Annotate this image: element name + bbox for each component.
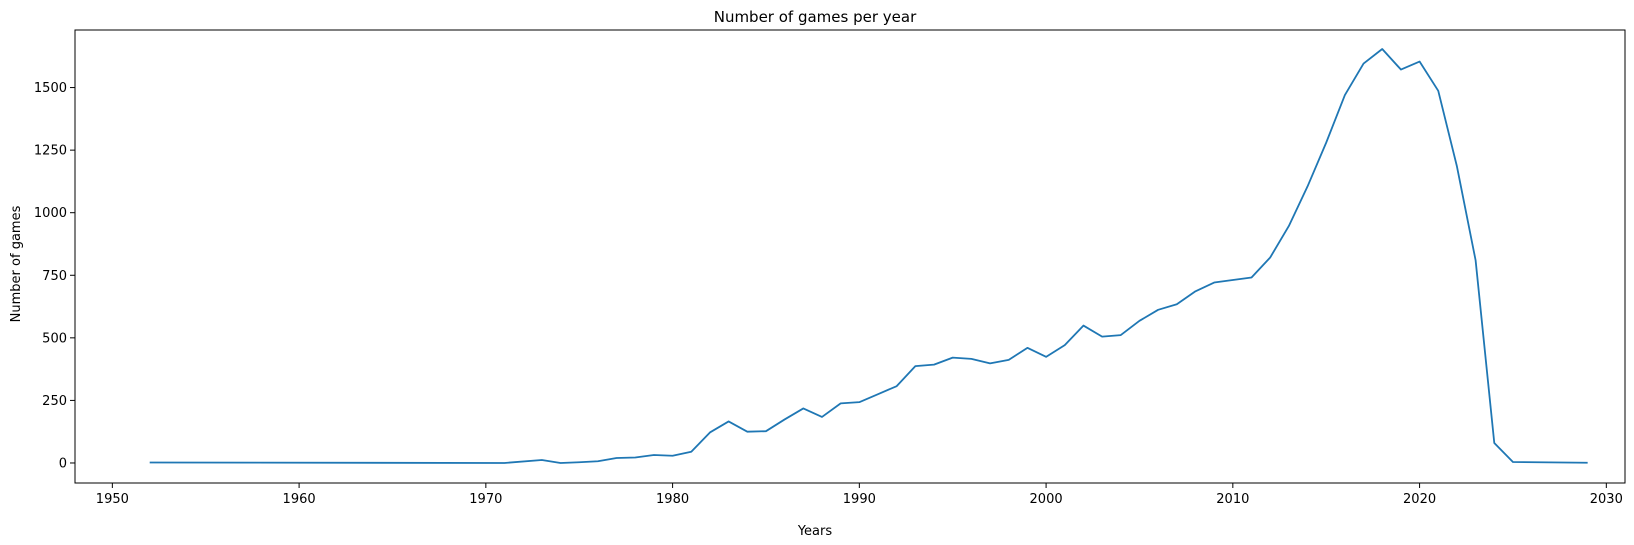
x-tick-label: 2020 [1403,492,1436,507]
y-tick-label: 1500 [34,81,67,96]
y-tick-label: 500 [42,331,67,346]
y-tick-label: 250 [42,394,67,409]
y-tick-label: 1250 [34,144,67,159]
series-line [149,48,1588,464]
x-tick-label: 2030 [1590,492,1623,507]
plot-area: 1950 1960 1970 1980 1990 2000 2010 2020 2030 0 250… [34,29,1626,507]
x-tick-label: 1990 [843,492,876,507]
chart-title: Number of games per year [714,8,917,26]
x-tick-label: 2010 [1216,492,1249,507]
x-tick-label: 2000 [1030,492,1063,507]
y-axis-label: Number of games [9,205,24,322]
y-tick-label: 1000 [34,206,67,221]
y-tick-label: 750 [42,269,67,284]
plot-frame [74,29,1626,484]
x-tick-label: 1960 [283,492,316,507]
x-tick-label: 1980 [656,492,689,507]
y-tick-label: 0 [59,456,67,471]
x-axis-label: Years [797,524,833,539]
x-tick-label: 1950 [96,492,129,507]
x-tick-label: 1970 [469,492,502,507]
